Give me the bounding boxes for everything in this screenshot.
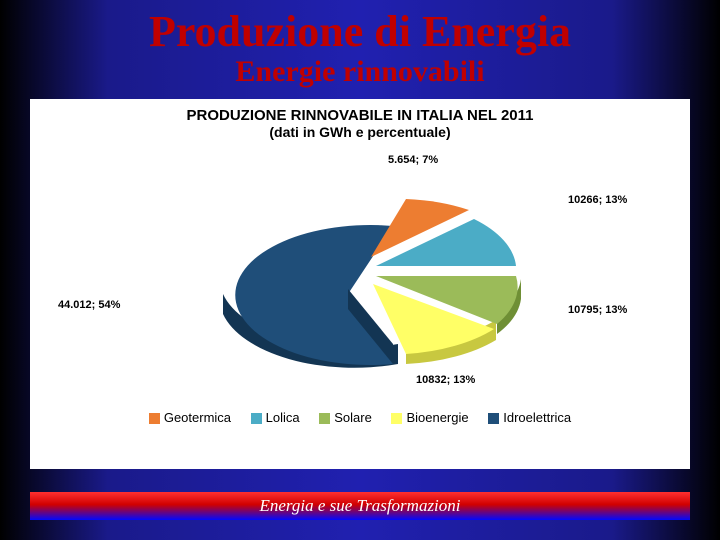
legend-swatch	[391, 413, 402, 424]
chart-title-line2: (dati in GWh e percentuale)	[38, 124, 682, 140]
legend-item-geotermica: Geotermica	[149, 410, 231, 425]
legend-label: Bioenergie	[406, 410, 468, 425]
legend-label: Solare	[334, 410, 372, 425]
legend-item-idroelettrica: Idroelettrica	[488, 410, 571, 425]
pie-svg	[178, 149, 558, 399]
footer-bar: Energia e sue Trasformazioni	[30, 492, 690, 520]
legend-item-bioenergie: Bioenergie	[391, 410, 468, 425]
legend-swatch	[149, 413, 160, 424]
legend-label: Idroelettrica	[503, 410, 571, 425]
legend-swatch	[319, 413, 330, 424]
chart-panel: PRODUZIONE RINNOVABILE IN ITALIA NEL 201…	[30, 99, 690, 469]
legend-item-lolica: Lolica	[251, 410, 300, 425]
slice-idroelettrica	[223, 225, 398, 368]
legend-label: Lolica	[266, 410, 300, 425]
label-solare: 10795; 13%	[568, 304, 627, 316]
label-idroelettrica: 44.012; 54%	[58, 299, 120, 311]
label-geotermica: 5.654; 7%	[388, 154, 438, 166]
legend-swatch	[251, 413, 262, 424]
label-bioenergie: 10832; 13%	[416, 374, 475, 386]
pie-chart: 5.654; 7% 10266; 13% 10795; 13% 10832; 1…	[38, 144, 682, 404]
label-lolica: 10266; 13%	[568, 194, 627, 206]
legend-label: Geotermica	[164, 410, 231, 425]
slide-subtitle: Energie rinnovabili	[0, 55, 720, 89]
legend-swatch	[488, 413, 499, 424]
legend-item-solare: Solare	[319, 410, 372, 425]
chart-legend: Geotermica Lolica Solare Bioenergie Idro…	[38, 404, 682, 425]
slide-title: Produzione di Energia	[0, 0, 720, 57]
chart-title-line1: PRODUZIONE RINNOVABILE IN ITALIA NEL 201…	[38, 107, 682, 124]
